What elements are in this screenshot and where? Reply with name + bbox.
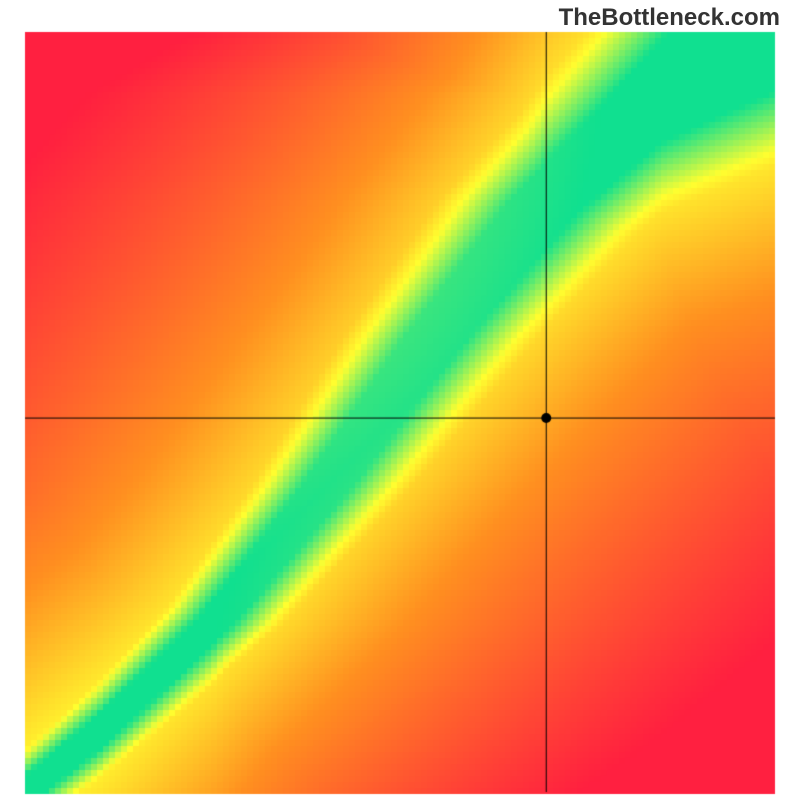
attribution-watermark: TheBottleneck.com — [559, 4, 780, 32]
bottleneck-heatmap-canvas — [0, 0, 800, 800]
chart-container: TheBottleneck.com — [0, 0, 800, 800]
